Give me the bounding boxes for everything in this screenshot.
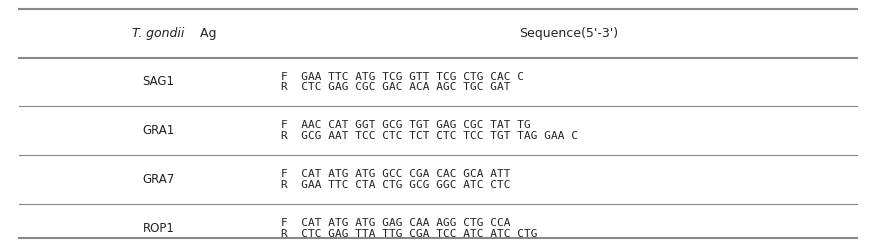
Text: Ag: Ag: [196, 27, 217, 40]
Text: F  CAT ATG ATG GCC CGA CAC GCA ATT: F CAT ATG ATG GCC CGA CAC GCA ATT: [281, 169, 511, 179]
Text: R  CTC GAG TTA TTG CGA TCC ATC ATC CTG: R CTC GAG TTA TTG CGA TCC ATC ATC CTG: [281, 229, 537, 239]
Text: T. gondii: T. gondii: [132, 27, 185, 40]
Text: R  GAA TTC CTA CTG GCG GGC ATC CTC: R GAA TTC CTA CTG GCG GGC ATC CTC: [281, 180, 511, 190]
Text: R  CTC GAG CGC GAC ACA AGC TGC GAT: R CTC GAG CGC GAC ACA AGC TGC GAT: [281, 82, 511, 92]
Text: F  AAC CAT GGT GCG TGT GAG CGC TAT TG: F AAC CAT GGT GCG TGT GAG CGC TAT TG: [281, 121, 531, 130]
Text: SAG1: SAG1: [143, 76, 174, 88]
Text: F  CAT ATG ATG GAG CAA AGG CTG CCA: F CAT ATG ATG GAG CAA AGG CTG CCA: [281, 218, 511, 228]
Text: ROP1: ROP1: [143, 222, 174, 235]
Text: GRA1: GRA1: [143, 124, 174, 137]
Text: R  GCG AAT TCC CTC TCT CTC TCC TGT TAG GAA C: R GCG AAT TCC CTC TCT CTC TCC TGT TAG GA…: [281, 131, 578, 141]
Text: F  GAA TTC ATG TCG GTT TCG CTG CAC C: F GAA TTC ATG TCG GTT TCG CTG CAC C: [281, 72, 524, 82]
Text: Sequence(5'-3'): Sequence(5'-3'): [519, 27, 618, 40]
Text: GRA7: GRA7: [143, 173, 174, 186]
